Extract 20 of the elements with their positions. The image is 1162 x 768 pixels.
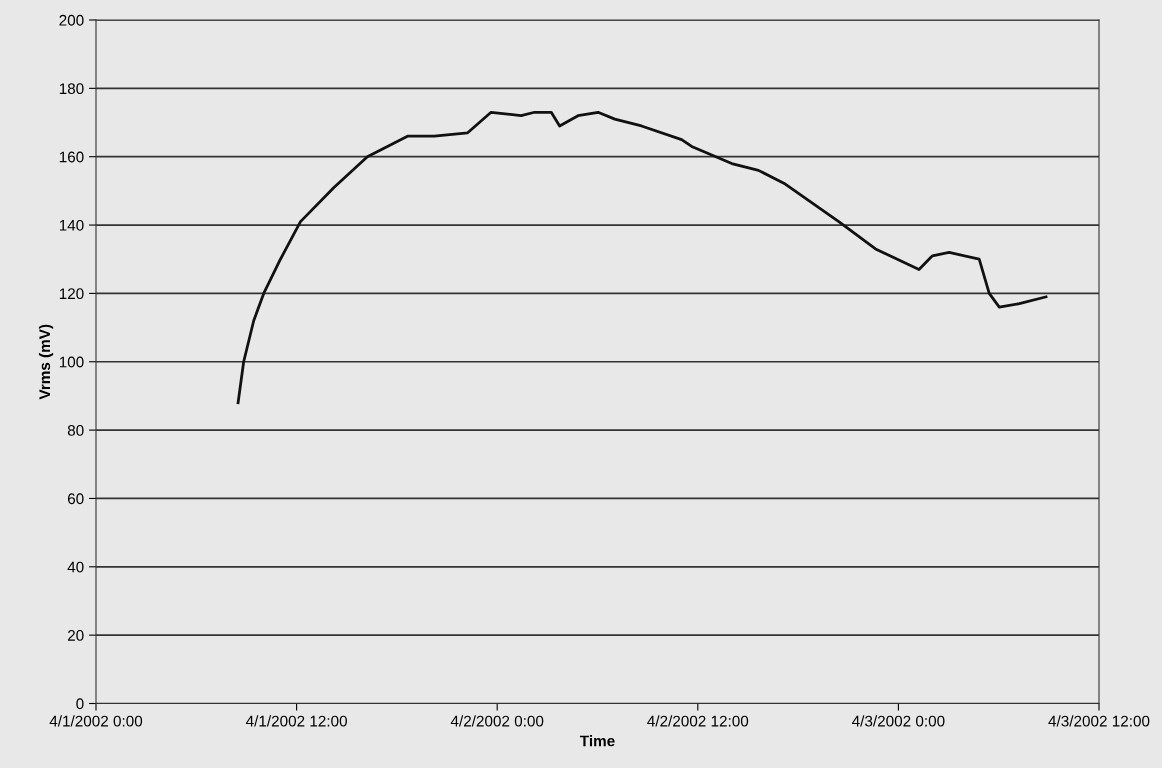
y-axis-title: Vrms (mV) <box>38 324 54 400</box>
y-tick-label: 80 <box>67 424 84 436</box>
x-tick-label: 4/2/2002 0:00 <box>450 715 544 727</box>
x-tick-label: 4/1/2002 12:00 <box>245 715 347 727</box>
y-tick-label: 100 <box>59 356 84 368</box>
x-axis-title: Time <box>579 735 615 747</box>
y-tick-label: 180 <box>59 83 84 95</box>
line-series <box>236 110 1048 405</box>
y-tick-label: 40 <box>67 561 84 573</box>
x-tick-label: 4/1/2002 0:00 <box>49 715 143 727</box>
y-tick-label: 20 <box>67 630 84 641</box>
x-tick-label: 4/3/2002 0:00 <box>852 715 945 727</box>
y-tick-label: 60 <box>67 493 84 505</box>
y-tick-label: 0 <box>76 698 84 710</box>
y-tick-label: 140 <box>59 219 84 231</box>
x-tick-label: 4/3/2002 12:00 <box>1048 715 1150 727</box>
y-tick-label: 160 <box>59 151 84 163</box>
y-tick-label: 120 <box>59 288 84 300</box>
y-tick-label: 200 <box>59 14 84 26</box>
x-tick-label: 4/2/2002 12:00 <box>647 715 749 727</box>
